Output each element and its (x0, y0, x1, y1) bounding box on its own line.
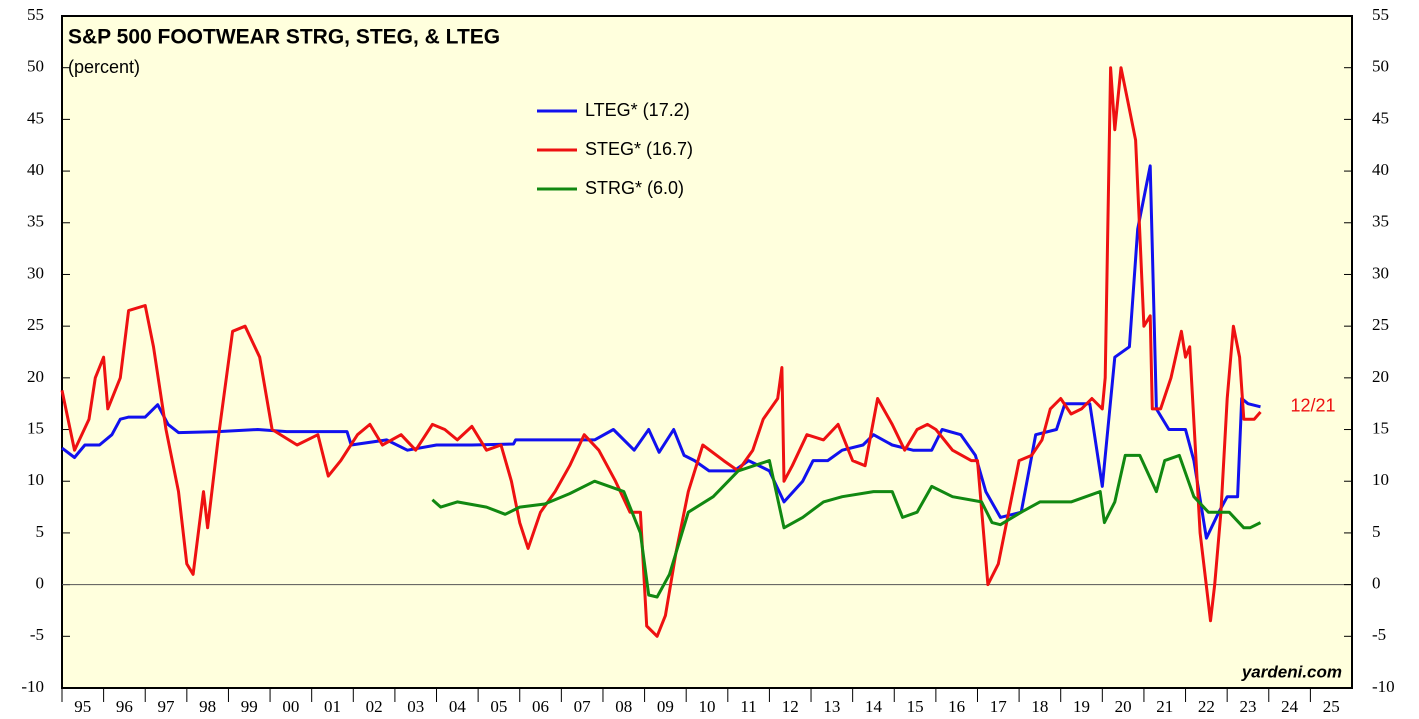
y-tick-label: 5 (36, 522, 45, 541)
y2-tick-label: 45 (1372, 108, 1389, 127)
x-tick-label: 06 (532, 697, 549, 716)
x-tick-label: 99 (241, 697, 258, 716)
x-tick-label: 05 (490, 697, 507, 716)
x-tick-label: 02 (366, 697, 383, 716)
x-tick-label: 24 (1281, 697, 1299, 716)
x-tick-label: 13 (823, 697, 840, 716)
x-tick-label: 10 (699, 697, 716, 716)
x-tick-label: 15 (907, 697, 924, 716)
y-tick-label: 45 (27, 108, 44, 127)
x-tick-label: 18 (1031, 697, 1048, 716)
y2-tick-label: 25 (1372, 315, 1389, 334)
y-tick-label: 25 (27, 315, 44, 334)
x-tick-label: 07 (574, 697, 592, 716)
x-tick-label: 00 (282, 697, 299, 716)
y-tick-label: 15 (27, 418, 44, 437)
x-tick-label: 16 (948, 697, 965, 716)
y2-tick-label: 5 (1372, 522, 1381, 541)
y2-tick-label: 20 (1372, 367, 1389, 386)
y2-tick-label: 0 (1372, 574, 1381, 593)
series-line (61, 164, 1261, 540)
y-tick-label: 30 (27, 263, 44, 282)
y-tick-label: 10 (27, 470, 44, 489)
x-tick-label: 95 (74, 697, 91, 716)
y2-tick-label: 10 (1372, 470, 1389, 489)
y2-tick-label: 30 (1372, 263, 1389, 282)
y-tick-label: -10 (21, 677, 44, 696)
x-tick-label: 11 (740, 697, 756, 716)
x-tick-label: 20 (1115, 697, 1132, 716)
x-tick-label: 04 (449, 697, 467, 716)
y2-tick-label: -5 (1372, 625, 1386, 644)
series-line (431, 453, 1262, 599)
x-tick-label: 19 (1073, 697, 1090, 716)
y-tick-label: 20 (27, 367, 44, 386)
x-tick-label: 12 (782, 697, 799, 716)
source: yardeni.com (1241, 662, 1342, 681)
y-tick-label: -5 (30, 625, 44, 644)
x-tick-label: 25 (1323, 697, 1340, 716)
x-tick-label: 21 (1156, 697, 1173, 716)
y2-tick-label: 15 (1372, 418, 1389, 437)
x-tick-label: 22 (1198, 697, 1215, 716)
legend-label: STRG* (6.0) (585, 178, 684, 198)
legend-label: LTEG* (17.2) (585, 100, 690, 120)
x-tick-label: 98 (199, 697, 216, 716)
y2-tick-label: 50 (1372, 57, 1389, 76)
y-tick-label: 40 (27, 160, 44, 179)
x-tick-label: 01 (324, 697, 341, 716)
x-tick-label: 97 (158, 697, 176, 716)
x-tick-label: 03 (407, 697, 424, 716)
series-line (60, 66, 1262, 638)
chart-subtitle: (percent) (68, 57, 140, 77)
y2-tick-label: 40 (1372, 160, 1389, 179)
y2-tick-label: 35 (1372, 212, 1389, 231)
plot-area (61, 15, 1353, 689)
legend-label: STEG* (16.7) (585, 139, 693, 159)
x-tick-label: 23 (1239, 697, 1256, 716)
y2-tick-label: 55 (1372, 5, 1389, 24)
y2-tick-label: -10 (1372, 677, 1395, 696)
x-tick-label: 14 (865, 697, 883, 716)
y-tick-label: 0 (36, 574, 45, 593)
x-tick-label: 09 (657, 697, 674, 716)
x-tick-label: 96 (116, 697, 133, 716)
y-tick-label: 55 (27, 5, 44, 24)
y-tick-label: 50 (27, 57, 44, 76)
annotation: 12/21 (1290, 396, 1335, 416)
y-tick-label: 35 (27, 212, 44, 231)
x-tick-label: 08 (615, 697, 632, 716)
chart-title: S&P 500 FOOTWEAR STRG, STEG, & LTEG (68, 26, 500, 49)
x-tick-label: 17 (990, 697, 1008, 716)
